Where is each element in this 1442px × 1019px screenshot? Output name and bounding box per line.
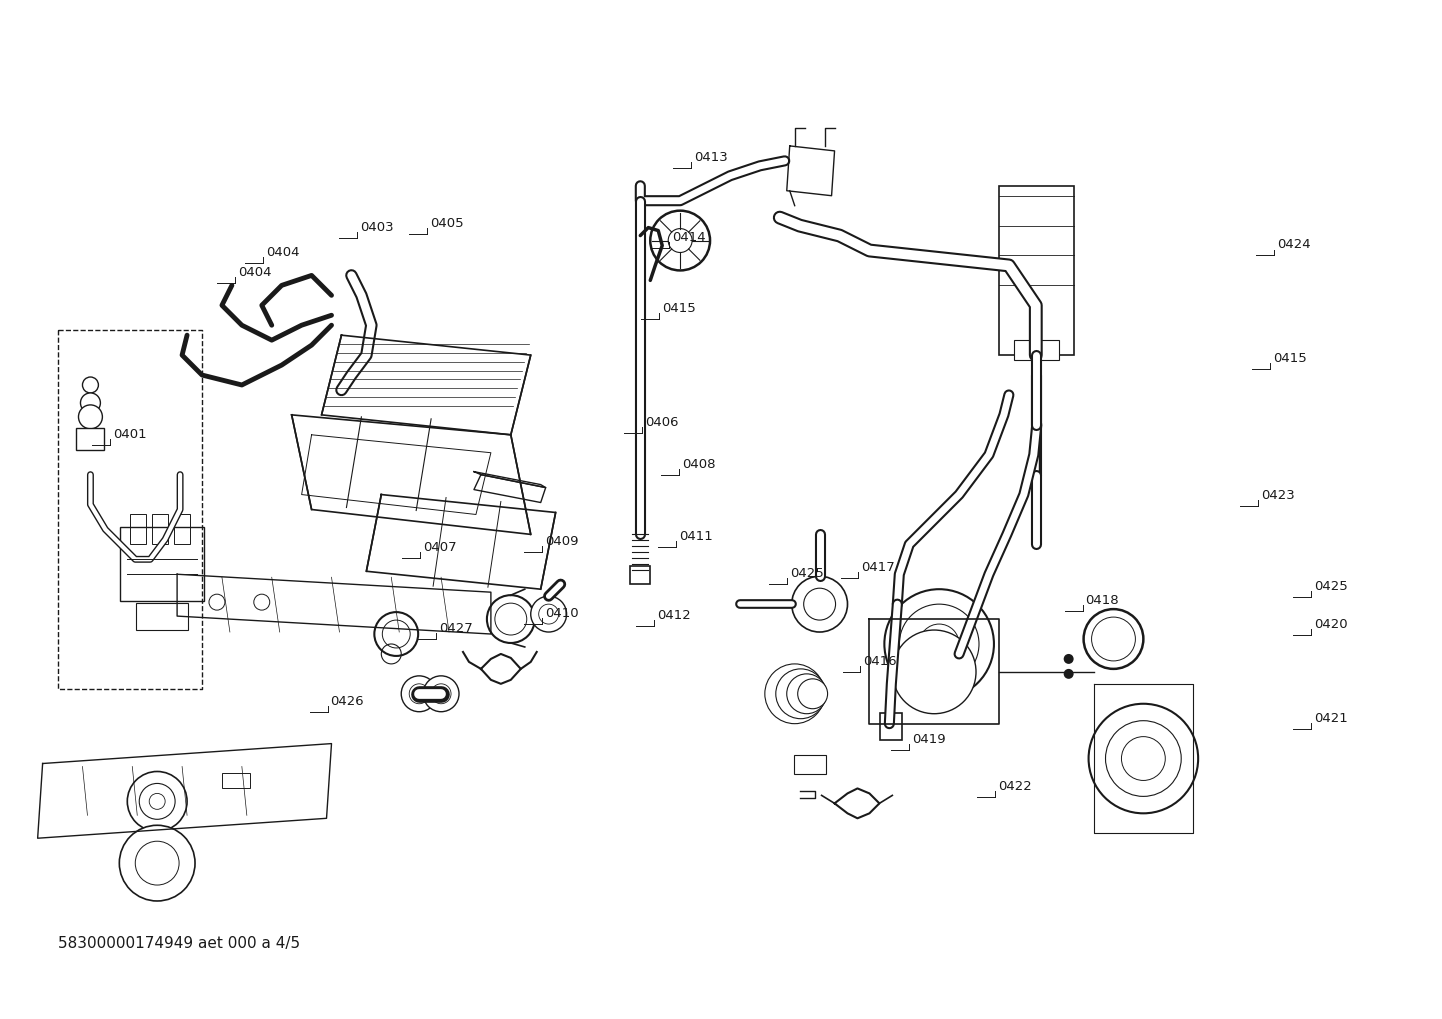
Text: 0408: 0408: [682, 458, 715, 471]
Circle shape: [401, 676, 437, 711]
Circle shape: [764, 664, 825, 723]
Circle shape: [136, 842, 179, 886]
Text: 0404: 0404: [265, 247, 300, 260]
Text: 0411: 0411: [679, 530, 712, 543]
Circle shape: [1064, 668, 1074, 679]
FancyBboxPatch shape: [76, 428, 104, 449]
Circle shape: [431, 684, 451, 704]
FancyBboxPatch shape: [1014, 340, 1058, 360]
Text: 0426: 0426: [330, 695, 365, 708]
Circle shape: [668, 228, 692, 253]
Circle shape: [787, 674, 826, 713]
Circle shape: [776, 668, 826, 718]
Text: 0403: 0403: [360, 220, 394, 233]
Text: 0417: 0417: [861, 561, 895, 575]
Circle shape: [410, 684, 430, 704]
Circle shape: [531, 596, 567, 632]
Circle shape: [919, 624, 959, 664]
Circle shape: [382, 621, 410, 648]
Text: 0419: 0419: [913, 733, 946, 746]
Text: 0425: 0425: [790, 568, 823, 580]
Circle shape: [1083, 609, 1144, 668]
Circle shape: [792, 576, 848, 632]
Text: 0412: 0412: [658, 609, 691, 622]
Circle shape: [423, 676, 459, 711]
Text: 0414: 0414: [672, 230, 705, 244]
FancyBboxPatch shape: [949, 635, 972, 665]
Text: 0410: 0410: [545, 607, 578, 621]
Circle shape: [149, 794, 166, 809]
Circle shape: [893, 630, 976, 713]
Circle shape: [1106, 720, 1181, 797]
Circle shape: [495, 603, 526, 635]
Text: 0407: 0407: [423, 541, 457, 554]
Text: 0421: 0421: [1314, 711, 1347, 725]
Circle shape: [209, 594, 225, 610]
Circle shape: [803, 588, 835, 621]
Text: 0413: 0413: [694, 151, 728, 164]
Circle shape: [1092, 618, 1135, 661]
Circle shape: [487, 595, 535, 643]
Circle shape: [539, 604, 558, 624]
Text: 0418: 0418: [1086, 594, 1119, 607]
FancyBboxPatch shape: [120, 528, 203, 601]
Text: 0415: 0415: [1273, 352, 1306, 365]
Circle shape: [140, 784, 174, 819]
Text: 0405: 0405: [430, 217, 464, 229]
Text: 0423: 0423: [1260, 488, 1295, 501]
FancyBboxPatch shape: [630, 567, 650, 584]
FancyBboxPatch shape: [999, 185, 1074, 355]
Circle shape: [1122, 737, 1165, 781]
Text: 0401: 0401: [114, 428, 147, 441]
FancyBboxPatch shape: [136, 603, 187, 630]
Text: 0404: 0404: [238, 266, 271, 279]
Text: 0406: 0406: [645, 416, 679, 429]
Circle shape: [78, 405, 102, 429]
FancyBboxPatch shape: [793, 754, 826, 774]
FancyBboxPatch shape: [222, 773, 249, 789]
FancyBboxPatch shape: [881, 712, 903, 740]
Circle shape: [375, 612, 418, 656]
Text: 58300000174949 aet 000 a 4/5: 58300000174949 aet 000 a 4/5: [58, 935, 300, 951]
Text: 0424: 0424: [1276, 238, 1311, 252]
Circle shape: [1064, 654, 1074, 664]
Text: 0415: 0415: [662, 303, 696, 315]
Circle shape: [81, 393, 101, 413]
Text: 0425: 0425: [1314, 580, 1347, 593]
Text: 0409: 0409: [545, 535, 578, 548]
Text: 0427: 0427: [440, 622, 473, 635]
Circle shape: [650, 211, 709, 270]
Circle shape: [127, 771, 187, 832]
Text: 0416: 0416: [864, 655, 897, 667]
Text: 0420: 0420: [1314, 619, 1347, 631]
Circle shape: [82, 377, 98, 393]
Circle shape: [797, 679, 828, 709]
Circle shape: [900, 604, 979, 684]
Circle shape: [884, 589, 994, 699]
Circle shape: [120, 825, 195, 901]
Circle shape: [1089, 704, 1198, 813]
Text: 0422: 0422: [998, 781, 1031, 794]
Circle shape: [254, 594, 270, 610]
